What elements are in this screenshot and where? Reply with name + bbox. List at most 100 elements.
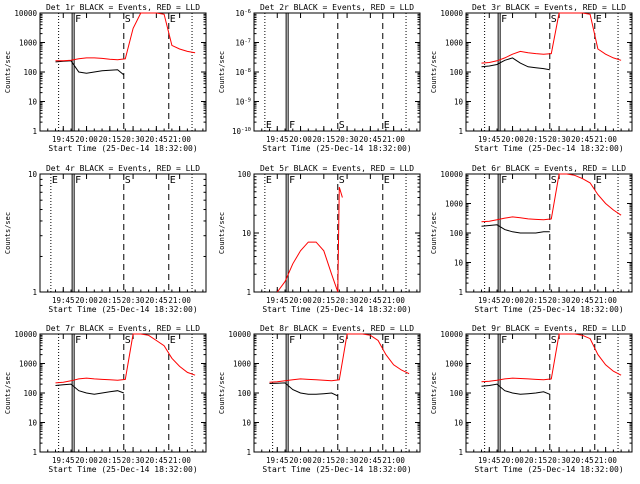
y-tick-label: 10-9 [235,98,251,107]
panel-7: Det 7r BLACK = Events, RED = LLD Counts/s… [4,324,207,474]
y-tick-label: 10000 [440,9,463,18]
x-tick-label: 20:30 [548,135,571,144]
y-tick-label: 10 [454,98,464,107]
marker-label: F [75,335,81,346]
x-tick-label: 20:30 [122,296,145,305]
y-tick-label: 1 [458,288,463,297]
panel-3: Det 3r BLACK = Events, RED = LLD Counts/s… [430,3,633,153]
plot-frame [253,333,421,453]
x-tick-label: 20:45 [145,135,168,144]
x-tick-label: 19:45 [52,456,75,465]
y-tick-label: 10 [242,229,252,238]
panel-1: Det 1r BLACK = Events, RED = LLD Counts/s… [4,3,207,153]
y-tick-label: 10 [28,98,38,107]
y-tick-label: 10000 [14,9,37,18]
x-tick-label: 19:45 [266,135,289,144]
y-tick-label: 10 [454,419,464,428]
marker-label: E [266,120,272,131]
panel-8: Det 8r BLACK = Events, RED = LLD Counts/s… [218,324,421,474]
y-tick-label: 100 [23,389,37,398]
marker-label: E [384,120,390,131]
plot-frame [39,12,207,132]
y-tick-label: 1000 [445,39,464,48]
x-tick-label: 20:30 [548,296,571,305]
x-tick-label: 19:45 [266,296,289,305]
x-tick-label: 21:00 [168,135,191,144]
y-axis-label: Counts/sec [218,51,226,93]
y-tick-label: 1 [458,448,463,457]
x-tick-label: 20:45 [359,135,382,144]
marker-label: E [596,335,602,346]
plot-frame [253,173,421,293]
x-tick-label: 20:45 [359,296,382,305]
y-tick-label: 10000 [228,330,251,339]
x-tick-label: 20:15 [313,296,336,305]
x-tick-label: 20:15 [525,135,548,144]
x-tick-label: 20:45 [145,296,168,305]
x-tick-label: 20:30 [336,296,359,305]
marker-label: S [551,14,557,25]
x-tick-label: 20:00 [501,456,524,465]
x-tick-label: 19:45 [478,296,501,305]
series-line-events [269,382,339,397]
marker-label: S [125,335,131,346]
series-line-lld [55,333,196,384]
marker-label: F [501,175,507,186]
y-tick-label: 10 [454,259,464,268]
panel-5: Det 5r BLACK = Events, RED = LLD Counts/s… [218,164,421,314]
y-tick-label: 1 [32,127,37,136]
y-tick-label: 100 [23,68,37,77]
x-axis-label: Start Time (25-Dec-14 18:32:00) [262,465,411,474]
x-tick-label: 21:00 [168,456,191,465]
x-tick-label: 20:15 [313,456,336,465]
x-axis-label: Start Time (25-Dec-14 18:32:00) [48,465,197,474]
x-tick-label: 20:45 [571,135,594,144]
y-tick-label: 100 [449,229,463,238]
x-tick-label: 20:15 [313,135,336,144]
x-tick-label: 20:45 [359,456,382,465]
y-tick-label: 10-8 [235,68,251,77]
marker-label: F [501,335,507,346]
plot-frame [465,12,633,132]
y-tick-label: 1 [458,127,463,136]
y-tick-label: 10 [242,419,252,428]
series-line-events [481,57,550,71]
y-tick-label: 10000 [440,330,463,339]
x-tick-label: 20:00 [75,296,98,305]
x-tick-label: 20:00 [289,456,312,465]
series-line-events [55,60,125,76]
panel-title: Det 4r BLACK = Events, RED = LLD [46,164,200,173]
x-tick-label: 20:00 [289,296,312,305]
panel-title: Det 1r BLACK = Events, RED = LLD [46,3,200,12]
x-tick-label: 21:00 [594,135,617,144]
x-tick-label: 21:00 [168,296,191,305]
x-tick-label: 20:30 [122,135,145,144]
y-axis-label: Counts/sec [4,51,12,93]
y-tick-label: 1000 [233,360,252,369]
y-tick-label: 100 [237,170,251,179]
marker-label: E [596,14,602,25]
x-tick-label: 21:00 [594,296,617,305]
x-tick-label: 20:00 [75,135,98,144]
marker-label: E [170,175,176,186]
x-tick-label: 20:15 [99,296,122,305]
marker-label: E [170,14,176,25]
x-tick-label: 19:45 [52,296,75,305]
x-axis-label: Start Time (25-Dec-14 18:32:00) [474,465,623,474]
x-tick-label: 21:00 [382,456,405,465]
marker-label: F [75,14,81,25]
series-line-lld [481,173,622,223]
y-tick-label: 10 [28,419,38,428]
y-axis-label: Counts/sec [218,372,226,414]
plot-frame [465,333,633,453]
panel-6: Det 6r BLACK = Events, RED = LLD Counts/s… [430,164,633,314]
x-tick-label: 20:00 [501,296,524,305]
y-tick-label: 10-6 [235,9,251,18]
x-tick-label: 20:00 [75,456,98,465]
marker-label: E [596,175,602,186]
y-tick-label: 100 [237,389,251,398]
x-tick-label: 21:00 [594,456,617,465]
x-axis-label: Start Time (25-Dec-14 18:32:00) [474,305,623,314]
x-axis-label: Start Time (25-Dec-14 18:32:00) [48,144,197,153]
y-axis-label: Counts/sec [430,51,438,93]
